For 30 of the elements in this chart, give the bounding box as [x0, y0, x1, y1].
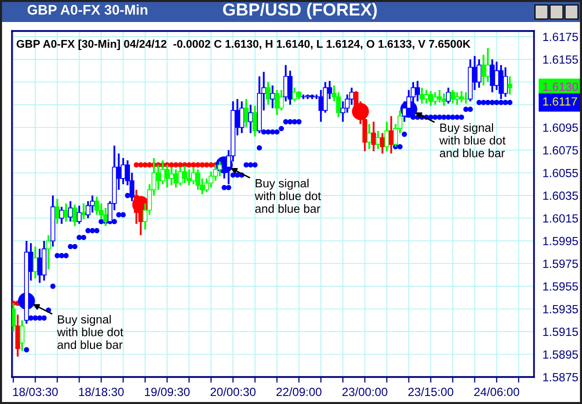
y-tick-label: 1.6095 [543, 123, 578, 132]
annotation: Buy signal with blue dot and blue bar [439, 123, 506, 158]
x-tick-label: 19/09:30 [145, 387, 190, 396]
annotation: GBP A0-FX [30-Min] 04/24/12 -0.0002 C 1.6130, H 1.6140, L 1.6124, O 1.6133, V 7.6500K [16, 40, 470, 50]
x-tick-label: 23/15:00 [408, 387, 454, 396]
y-tick-label: 1.5975 [543, 260, 578, 268]
y-tick-label: 1.5955 [543, 282, 578, 291]
y-tick-label: 1.6075 [543, 146, 578, 155]
chart-title: GBP/USD (FOREX) [223, 2, 377, 20]
x-tick-label: 23/00:00 [342, 387, 388, 396]
text: 1.6130 [543, 82, 578, 91]
x-tick-label: 22/09:00 [276, 387, 322, 396]
y-tick-label: 1.5995 [543, 236, 578, 246]
text: 1.6117 [543, 97, 577, 106]
y-tick-label: 1.5875 [543, 373, 578, 382]
y-tick-label: 1.6035 [543, 192, 578, 200]
y-tick-label: 1.5915 [543, 328, 578, 336]
y-tick-label: 1.6055 [543, 168, 578, 178]
chart-subtitle: GBP A0-FX 30-Min [28, 4, 148, 15]
x-tick-label: 20/00:30 [210, 387, 256, 396]
annotation: Buy signal with blue dot and blue bar [254, 178, 321, 213]
x-tick-label: 24/06:00 [474, 387, 520, 396]
y-tick-label: 1.5935 [543, 304, 578, 314]
x-tick-label: 18/18:30 [79, 387, 124, 396]
y-tick-label: 1.6155 [543, 55, 578, 64]
y-tick-label: 1.5895 [543, 350, 578, 359]
y-tick-label: 1.6015 [543, 214, 578, 223]
y-tick-label: 1.6175 [543, 32, 578, 42]
annotation: Buy signal with blue dot and blue bar [57, 314, 124, 349]
x-tick-label: 18/03:30 [13, 387, 58, 396]
